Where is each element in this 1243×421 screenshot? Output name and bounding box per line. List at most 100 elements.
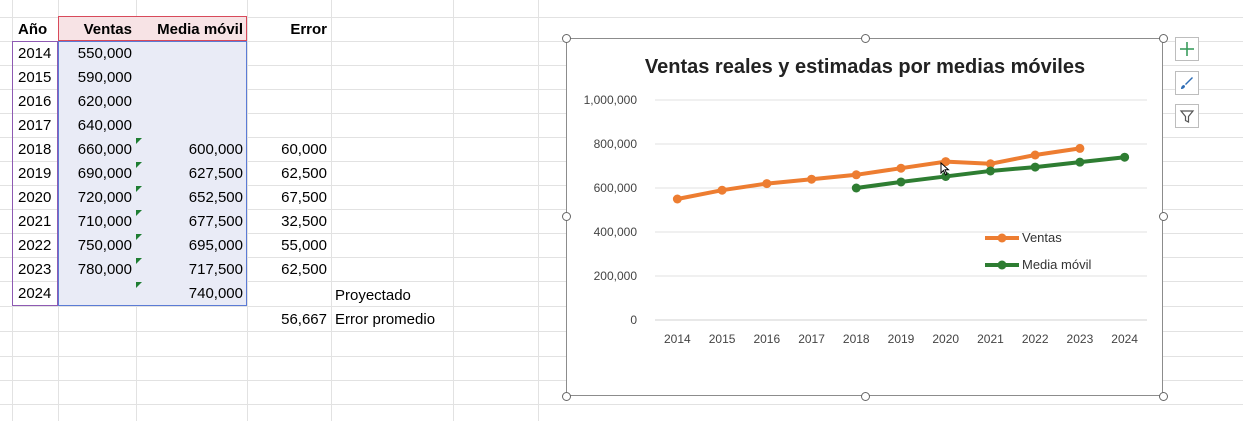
x-tick-label: 2015: [709, 332, 736, 346]
data-point[interactable]: [1075, 157, 1085, 167]
x-tick-label: 2020: [932, 332, 959, 346]
moving-average-cell[interactable]: [136, 113, 247, 137]
error-cell[interactable]: [247, 89, 331, 113]
x-tick-label: 2022: [1022, 332, 1049, 346]
error-cell[interactable]: [247, 281, 331, 305]
moving-average-cell[interactable]: 695,000: [188, 237, 243, 254]
data-point[interactable]: [985, 159, 995, 169]
projected-label[interactable]: Proyectado: [335, 287, 411, 304]
resize-handle-left[interactable]: [562, 212, 571, 221]
data-point[interactable]: [851, 183, 861, 193]
error-cell[interactable]: 55,000: [281, 237, 327, 254]
avg-error-label[interactable]: Error promedio: [335, 311, 436, 328]
moving-average-cell[interactable]: [136, 41, 247, 65]
chart-area[interactable]: Ventas reales y estimadas por medias móv…: [566, 38, 1163, 396]
moving-average-cell[interactable]: 627,500: [188, 165, 243, 182]
sales-cell[interactable]: 590,000: [77, 69, 132, 86]
error-cell[interactable]: 62,500: [281, 165, 327, 182]
error-cell[interactable]: 67,500: [281, 189, 327, 206]
data-point[interactable]: [941, 157, 951, 167]
sales-cell[interactable]: 550,000: [77, 45, 132, 62]
series-line-ventas[interactable]: [676, 146, 1081, 201]
moving-average-cell[interactable]: 652,500: [188, 189, 243, 206]
resize-handle-bottom-right[interactable]: [1159, 392, 1168, 401]
data-point[interactable]: [1075, 143, 1085, 153]
moving-average-cell[interactable]: [136, 65, 247, 89]
data-point[interactable]: [851, 170, 861, 180]
data-point[interactable]: [807, 174, 817, 184]
moving-average-cell[interactable]: 600,000: [188, 141, 243, 158]
moving-average-cell[interactable]: 677,500: [188, 213, 243, 230]
formula-warning-indicator: [136, 210, 142, 216]
sales-cell[interactable]: [58, 281, 136, 305]
x-tick-label: 2021: [977, 332, 1004, 346]
header-error[interactable]: Error: [290, 21, 327, 38]
moving-average-cell[interactable]: [136, 89, 247, 113]
error-cell[interactable]: 62,500: [281, 261, 327, 278]
data-point[interactable]: [985, 166, 995, 176]
sales-cell[interactable]: 750,000: [77, 237, 132, 254]
mouse-cursor-icon: [940, 162, 950, 176]
chart-title[interactable]: Ventas reales y estimadas por medias móv…: [645, 56, 1085, 78]
sales-cell[interactable]: 710,000: [77, 213, 132, 230]
error-cell[interactable]: [247, 65, 331, 89]
resize-handle-bottom[interactable]: [861, 392, 870, 401]
resize-handle-top-left[interactable]: [562, 34, 571, 43]
year-cell[interactable]: 2023: [18, 261, 52, 278]
data-point[interactable]: [941, 171, 951, 181]
year-range-border: [12, 41, 58, 306]
year-cell[interactable]: 2015: [18, 69, 52, 86]
year-cell[interactable]: 2020: [18, 189, 52, 206]
data-range-border: [58, 41, 247, 306]
header-year[interactable]: Año: [18, 21, 48, 38]
avg-error-value[interactable]: 56,667: [281, 311, 327, 328]
sales-cell[interactable]: 660,000: [77, 141, 132, 158]
sales-cell[interactable]: 690,000: [77, 165, 132, 182]
sales-cell[interactable]: 640,000: [77, 117, 132, 134]
resize-handle-bottom-left[interactable]: [562, 392, 571, 401]
data-point[interactable]: [1120, 152, 1130, 162]
line-chart: Ventas reales y estimadas por medias móv…: [584, 56, 1147, 346]
error-cell[interactable]: 32,500: [281, 213, 327, 230]
error-cell[interactable]: 60,000: [281, 141, 327, 158]
x-tick-label: 2014: [664, 332, 691, 346]
year-cell[interactable]: 2019: [18, 165, 52, 182]
error-cell[interactable]: [247, 113, 331, 137]
data-point[interactable]: [672, 194, 682, 204]
year-cell[interactable]: 2024: [18, 285, 52, 302]
resize-handle-right[interactable]: [1159, 212, 1168, 221]
data-point[interactable]: [1030, 162, 1040, 172]
x-tick-label: 2018: [843, 332, 870, 346]
year-cell[interactable]: 2017: [18, 117, 52, 134]
year-cell[interactable]: 2014: [18, 45, 52, 62]
x-tick-label: 2024: [1111, 332, 1138, 346]
data-point[interactable]: [896, 163, 906, 173]
year-cell[interactable]: 2018: [18, 141, 52, 158]
moving-average-cell[interactable]: 740,000: [188, 285, 243, 302]
chart-elements-button[interactable]: [1175, 37, 1199, 61]
year-cell[interactable]: 2022: [18, 237, 52, 254]
formula-warning-indicator: [136, 282, 142, 288]
formula-warning-indicator: [136, 162, 142, 168]
data-point[interactable]: [896, 177, 906, 187]
year-cell[interactable]: 2021: [18, 213, 52, 230]
sales-cell[interactable]: 720,000: [77, 189, 132, 206]
legend-entry[interactable]: Media móvil: [1022, 257, 1091, 272]
sales-cell[interactable]: 780,000: [77, 261, 132, 278]
error-cell[interactable]: [247, 41, 331, 65]
moving-average-cell[interactable]: 717,500: [188, 261, 243, 278]
year-cell[interactable]: 2016: [18, 93, 52, 110]
header-moving-average[interactable]: Media móvil: [157, 21, 243, 38]
resize-handle-top-right[interactable]: [1159, 34, 1168, 43]
data-point[interactable]: [717, 185, 727, 195]
y-tick-label: 0: [630, 313, 637, 327]
sales-cell[interactable]: 620,000: [77, 93, 132, 110]
data-point[interactable]: [762, 179, 772, 189]
legend-entry[interactable]: Ventas: [1022, 230, 1062, 245]
data-point[interactable]: [1030, 150, 1040, 160]
header-sales[interactable]: Ventas: [83, 21, 132, 38]
resize-handle-top[interactable]: [861, 34, 870, 43]
selection-range: [58, 41, 247, 306]
chart-filters-button[interactable]: [1175, 104, 1199, 128]
chart-styles-button[interactable]: [1175, 71, 1199, 95]
